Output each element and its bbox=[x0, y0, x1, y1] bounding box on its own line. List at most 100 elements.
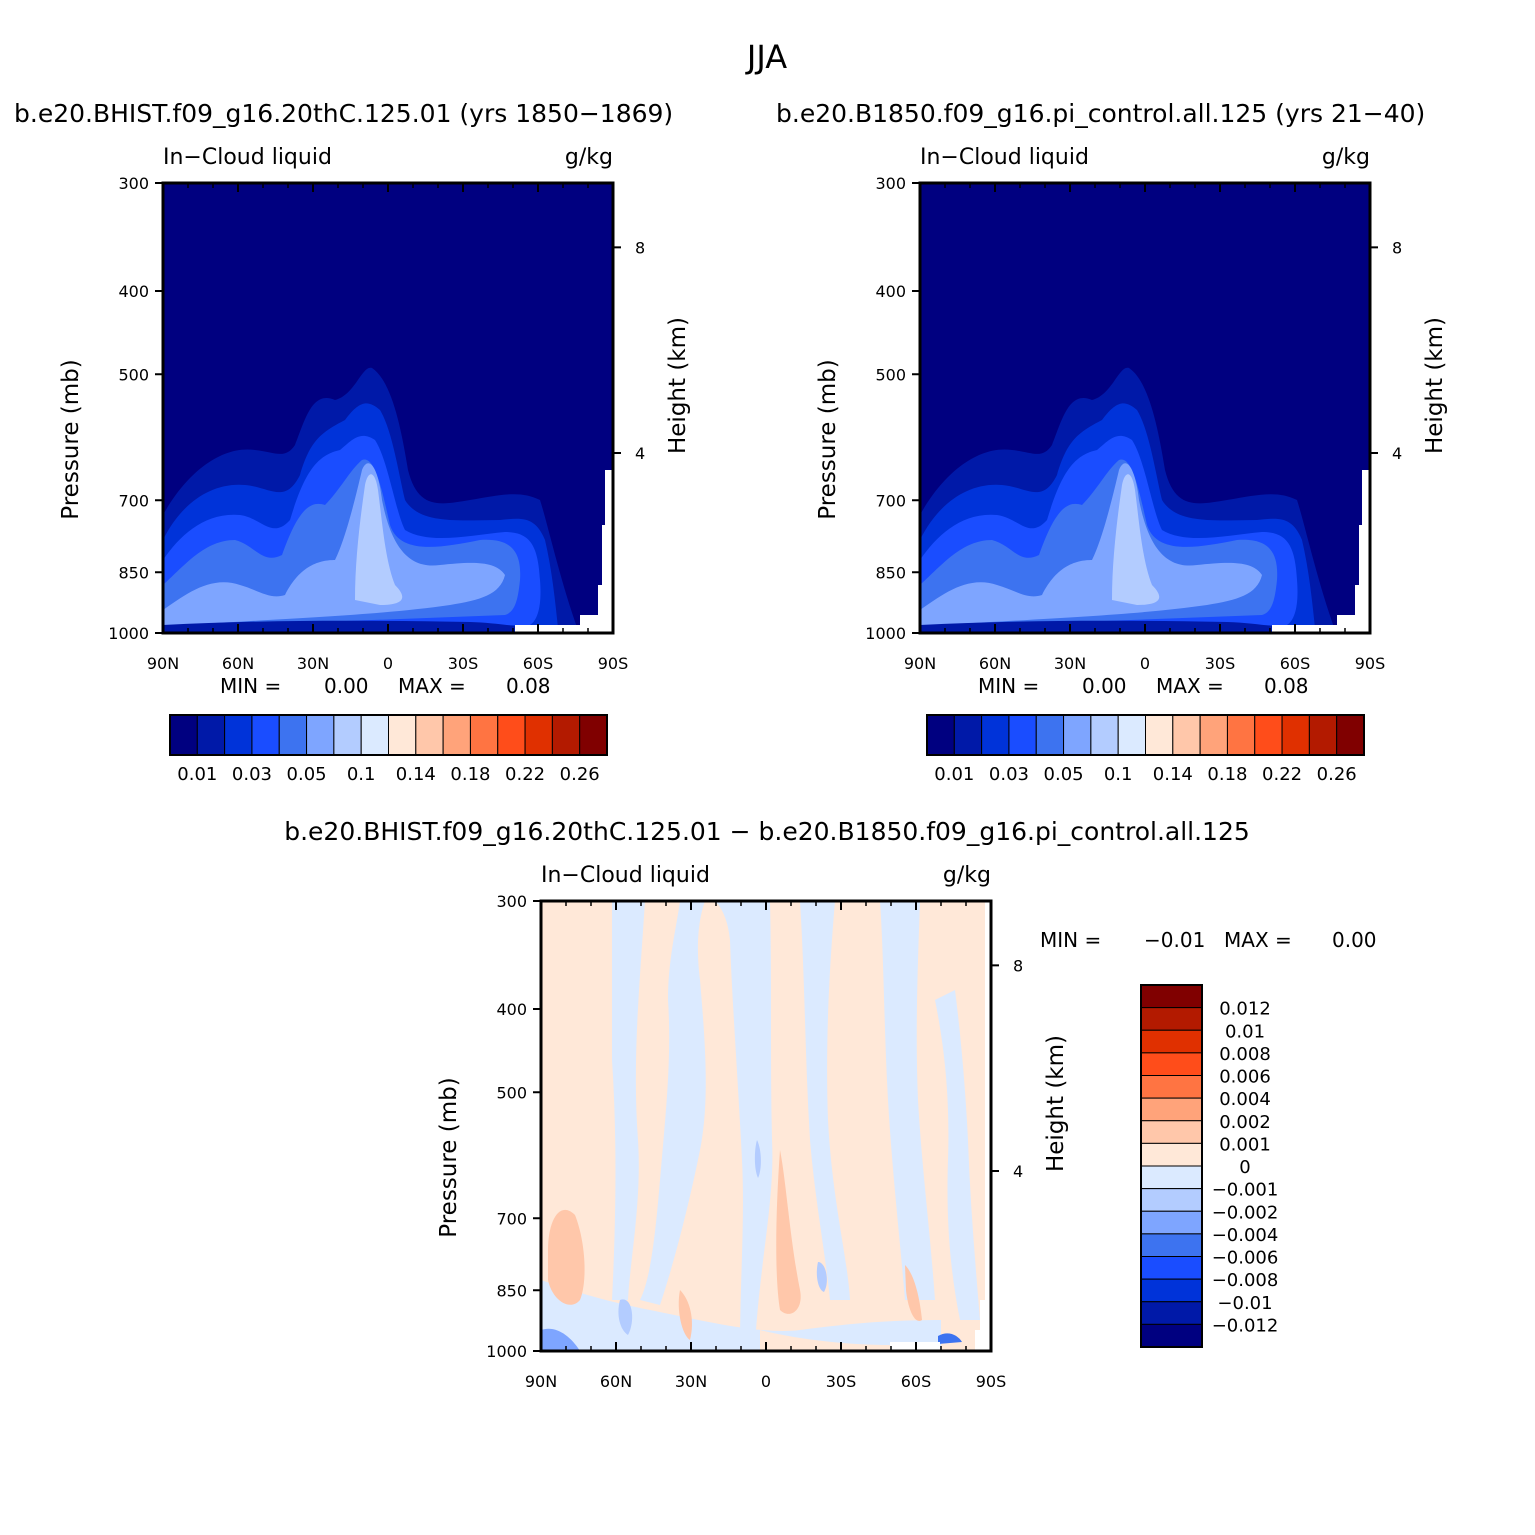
panel-c-colorbar-label: −0.004 bbox=[1212, 1225, 1279, 1246]
panel-b-max-label: MAX = bbox=[1156, 674, 1224, 698]
panel-b-ylabel-right: Height (km) bbox=[1422, 317, 1448, 454]
panel-b-xtick-label: 0 bbox=[1140, 654, 1150, 673]
panel-c-colorbar-box bbox=[1140, 1188, 1203, 1212]
panel-a-colorbar-box bbox=[415, 714, 444, 756]
panel-c-colorbar-frame bbox=[1140, 984, 1203, 1348]
panel-b-ytick-label: 300 bbox=[875, 174, 906, 193]
panel-a-xtick-label: 30N bbox=[297, 654, 329, 673]
panel-c-ytick-label: 500 bbox=[496, 1083, 527, 1102]
panel-c-xtick-label: 30N bbox=[675, 1372, 707, 1391]
panel-b-xtick-label: 30N bbox=[1054, 654, 1086, 673]
panel-c-ytick-label: 400 bbox=[496, 1000, 527, 1019]
panel-a-xtick-label: 0 bbox=[383, 654, 393, 673]
panel-b-ytick-label: 1000 bbox=[865, 624, 906, 643]
panel-a-xtick-label: 60N bbox=[222, 654, 254, 673]
panel-a-colorbar-box bbox=[224, 714, 253, 756]
panel-c-colorbar-label: −0.002 bbox=[1212, 1202, 1279, 1223]
panel-a-colorbar-label: 0.26 bbox=[560, 764, 600, 785]
panel-b-field bbox=[920, 183, 1370, 633]
panel-c-colorbar-label: −0.008 bbox=[1212, 1270, 1279, 1291]
panel-c-colorbar-label: 0.002 bbox=[1219, 1112, 1271, 1133]
panel-c-xtick-label: 90S bbox=[976, 1372, 1007, 1391]
panel-a-colorbar-label: 0.03 bbox=[232, 764, 272, 785]
figure-title: JJA bbox=[745, 38, 787, 76]
panel-c-min-label: MIN = bbox=[1040, 928, 1101, 952]
panel-b-ytick-right-label: 8 bbox=[1392, 238, 1402, 257]
panel-c-min-value: −0.01 bbox=[1144, 928, 1205, 952]
panel-c-colorbar-label: −0.01 bbox=[1217, 1293, 1272, 1314]
panel-a-colorbar-frame bbox=[169, 714, 608, 756]
diff-title: b.e20.BHIST.f09_g16.20thC.125.01 − b.e20… bbox=[284, 817, 1250, 846]
case-title: b.e20.BHIST.f09_g16.20thC.125.01 (yrs 18… bbox=[14, 99, 673, 128]
panel-a-ylabel-right: Height (km) bbox=[665, 317, 691, 454]
panel-b-xtick-label: 60N bbox=[979, 654, 1011, 673]
panel-b-xtick-label: 90S bbox=[1355, 654, 1386, 673]
panel-a-ytick-label: 500 bbox=[118, 365, 149, 384]
panel-c-colorbar-box bbox=[1140, 1029, 1203, 1054]
panel-a-units-label: g/kg bbox=[565, 145, 613, 170]
panel-b-max-value: 0.08 bbox=[1264, 674, 1309, 698]
panel-b-colorbar-box bbox=[1308, 714, 1338, 756]
panel-a-colorbar-box bbox=[551, 714, 581, 756]
panel-c-xtick-label: 0 bbox=[761, 1372, 771, 1391]
panel-b-variable-label: In−Cloud liquid bbox=[920, 145, 1089, 170]
panel-c-colorbar-label: 0.012 bbox=[1219, 999, 1271, 1020]
panel-b-ylabel: Pressure (mb) bbox=[815, 359, 841, 519]
panel-b-colorbar-box bbox=[1063, 714, 1092, 756]
panel-c-xtick-label: 60N bbox=[600, 1372, 632, 1391]
panel-c-field bbox=[541, 901, 991, 1351]
panel-b-colorbar-box bbox=[1117, 714, 1146, 756]
panel-b-colorbar-box bbox=[1336, 714, 1365, 756]
panel-c-ylabel: Pressure (mb) bbox=[436, 1077, 462, 1237]
panel-c-ytick-label: 300 bbox=[496, 892, 527, 911]
panel-b-xtick-label: 60S bbox=[1280, 654, 1311, 673]
panel-b-colorbar-frame bbox=[926, 714, 1365, 756]
panel-a-colorbar-label: 0.18 bbox=[450, 764, 490, 785]
panel-c-colorbar-box bbox=[1140, 1210, 1203, 1235]
panel-c-colorbar-label: 0.001 bbox=[1219, 1134, 1271, 1155]
panel-c-colorbar-label: 0 bbox=[1239, 1157, 1250, 1178]
panel-b-ytick-right-label: 4 bbox=[1392, 444, 1402, 463]
panel-a-ytick-label: 700 bbox=[118, 491, 149, 510]
panel-a-colorbar-label: 0.01 bbox=[177, 764, 217, 785]
panel-a-colorbar-box bbox=[278, 714, 308, 756]
panel-b-colorbar-box bbox=[1226, 714, 1256, 756]
panel-a-colorbar-label: 0.1 bbox=[347, 764, 376, 785]
panel-c-ytick-right-label: 8 bbox=[1013, 956, 1023, 975]
panel-b-colorbar-label: 0.03 bbox=[989, 764, 1029, 785]
panel-b-colorbar-box bbox=[1281, 714, 1310, 756]
panel-c-max-label: MAX = bbox=[1224, 928, 1292, 952]
panel-c-colorbar-label: −0.006 bbox=[1212, 1248, 1279, 1269]
panel-b-ytick-label: 500 bbox=[875, 365, 906, 384]
panel-a-colorbar-box bbox=[333, 714, 362, 756]
control-title: b.e20.B1850.f09_g16.pi_control.all.125 (… bbox=[776, 99, 1425, 128]
panel-a-ytick-right-label: 8 bbox=[635, 238, 645, 257]
panel-c-colorbar-box bbox=[1140, 1075, 1203, 1099]
panel-a-xtick-label: 90S bbox=[598, 654, 629, 673]
panel-c-xtick-label: 90N bbox=[525, 1372, 557, 1391]
panel-c-colorbar-box bbox=[1140, 1052, 1203, 1076]
panel-c-colorbar-box bbox=[1140, 1120, 1203, 1144]
panel-c-colorbar-box bbox=[1140, 1256, 1203, 1280]
panel-a-xtick-label: 90N bbox=[147, 654, 179, 673]
panel-c-colorbar-box bbox=[1140, 1233, 1203, 1257]
panel-b-colorbar-box bbox=[981, 714, 1010, 756]
panel-c-units-label: g/kg bbox=[943, 863, 991, 888]
panel-b-min-label: MIN = bbox=[978, 674, 1039, 698]
panel-c-colorbar-label: −0.001 bbox=[1212, 1180, 1279, 1201]
panel-c-colorbar-box bbox=[1140, 1007, 1203, 1031]
panel-b-colorbar-label: 0.05 bbox=[1044, 764, 1084, 785]
panel-a-variable-label: In−Cloud liquid bbox=[163, 145, 332, 170]
panel-c-colorbar-box bbox=[1140, 1142, 1203, 1167]
panel-c-colorbar-box bbox=[1140, 1323, 1203, 1348]
panel-c-xtick-label: 30S bbox=[826, 1372, 857, 1391]
panel-a-colorbar-box bbox=[388, 714, 417, 756]
panel-a-max-value: 0.08 bbox=[506, 674, 551, 698]
panel-b-colorbar-box bbox=[1008, 714, 1037, 756]
panel-c-colorbar-box bbox=[1140, 1278, 1203, 1303]
panel-a-colorbar-box bbox=[169, 714, 198, 756]
panel-b-colorbar-label: 0.18 bbox=[1207, 764, 1247, 785]
panel-a-colorbar-label: 0.14 bbox=[396, 764, 436, 785]
panel-a-xtick-label: 60S bbox=[523, 654, 554, 673]
panel-b-colorbar-box bbox=[953, 714, 983, 756]
